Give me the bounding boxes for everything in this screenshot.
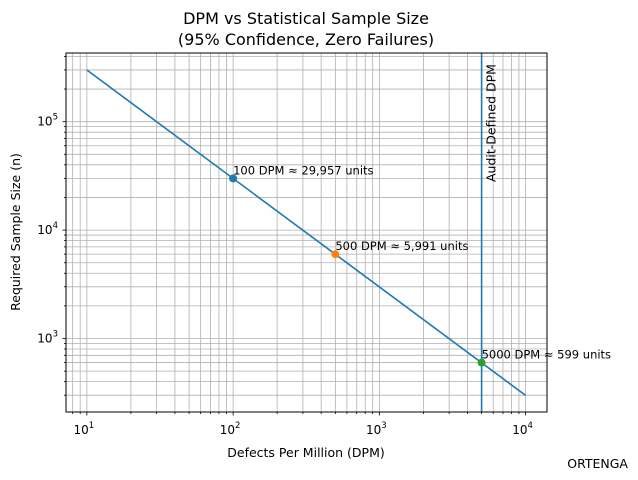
highlight-points: 100 DPM ≈ 29,957 units 500 DPM ≈ 5,991 un…	[229, 163, 611, 367]
point-annotation: 500 DPM ≈ 5,991 units	[335, 239, 468, 253]
axes-frame	[65, 52, 548, 413]
highlight-point	[331, 250, 340, 259]
axis-ticks: 101 102 103 104 103 104 105	[37, 56, 533, 437]
point-annotation: 5000 DPM ≈ 599 units	[482, 348, 611, 362]
x-tick-label: 103	[366, 421, 387, 437]
plot-frame	[65, 52, 548, 413]
series-line	[86, 69, 527, 397]
grid-lines	[66, 53, 547, 412]
series-layer: Audit-Defined DPM	[86, 53, 527, 412]
y-tick-label: 103	[37, 330, 58, 346]
y-tick-label: 104	[37, 221, 58, 237]
highlight-point	[229, 174, 238, 183]
x-tick-label: 101	[74, 421, 95, 437]
highlight-point	[477, 358, 486, 367]
audit-dpm-label: Audit-Defined DPM	[484, 64, 499, 182]
y-tick-label: 105	[37, 113, 58, 129]
point-annotation: 100 DPM ≈ 29,957 units	[233, 163, 373, 177]
x-tick-label: 104	[512, 421, 533, 437]
y-axis-label: Required Sample Size (n)	[8, 153, 23, 311]
credit-text: ORTENGA	[567, 456, 628, 471]
x-axis-label: Defects Per Million (DPM)	[227, 445, 384, 460]
chart-subtitle: (95% Confidence, Zero Failures)	[178, 30, 434, 49]
chart-title: DPM vs Statistical Sample Size	[183, 9, 429, 28]
x-tick-label: 102	[220, 421, 241, 437]
